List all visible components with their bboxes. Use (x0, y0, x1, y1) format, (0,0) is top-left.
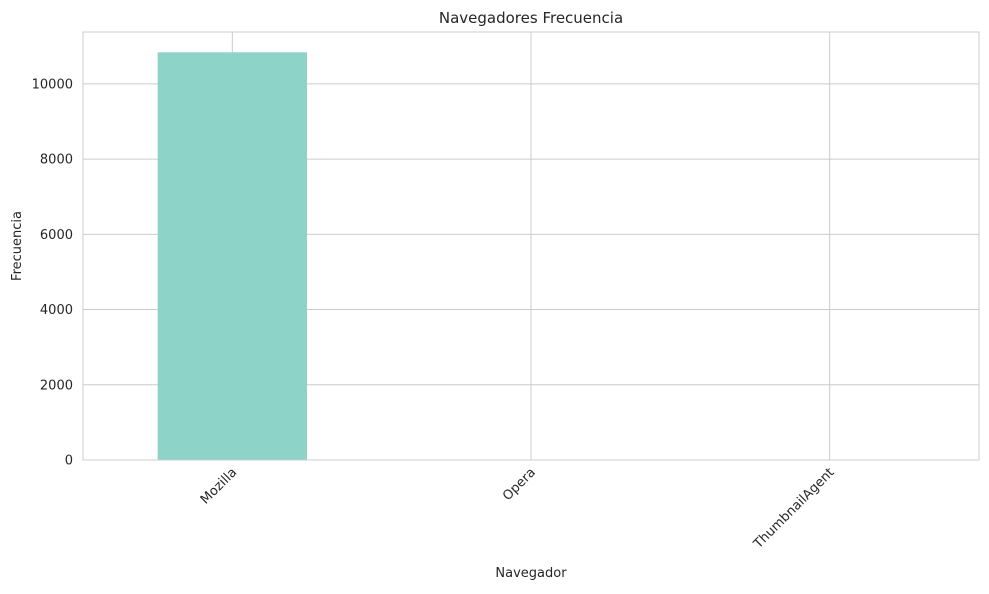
y-tick-label: 2000 (40, 378, 73, 393)
chart-title: Navegadores Frecuencia (439, 9, 623, 27)
y-tick-label: 10000 (32, 77, 73, 92)
y-tick-label: 6000 (40, 228, 73, 243)
y-tick-labels: 0 2000 4000 6000 8000 10000 (32, 77, 73, 468)
y-axis-label: Frecuencia (10, 211, 25, 281)
x-tick-labels: Mozilla Opera ThumbnailAgent (198, 465, 838, 552)
x-axis-label: Navegador (495, 566, 567, 581)
x-tick-label: ThumbnailAgent (750, 465, 837, 552)
y-tick-label: 4000 (40, 303, 73, 318)
x-tick-label: Opera (500, 465, 539, 504)
x-tick-label: Mozilla (198, 465, 240, 507)
y-tick-label: 0 (65, 454, 73, 469)
bar-mozilla (158, 52, 307, 460)
y-tick-label: 8000 (40, 153, 73, 168)
